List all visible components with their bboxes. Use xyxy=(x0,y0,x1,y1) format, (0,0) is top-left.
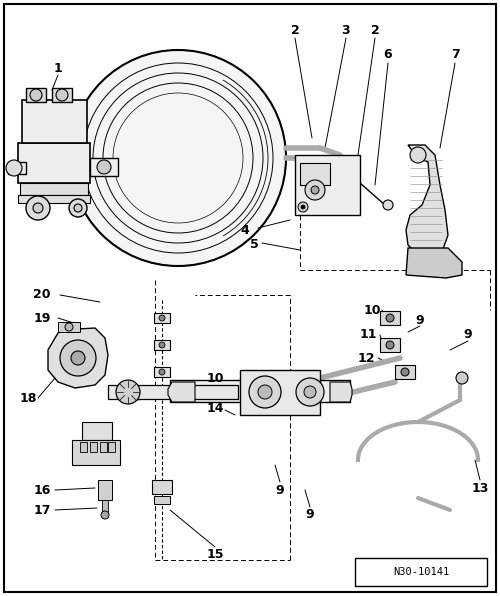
Circle shape xyxy=(311,186,319,194)
Circle shape xyxy=(258,385,272,399)
Bar xyxy=(52,88,72,102)
Circle shape xyxy=(69,199,87,217)
Bar xyxy=(152,480,172,494)
Text: 6: 6 xyxy=(384,48,392,61)
Circle shape xyxy=(298,202,308,212)
Circle shape xyxy=(383,200,393,210)
Bar xyxy=(295,155,360,215)
Text: 7: 7 xyxy=(450,48,460,61)
Circle shape xyxy=(159,342,165,348)
Circle shape xyxy=(410,147,426,163)
Bar xyxy=(82,422,112,440)
Bar xyxy=(90,442,97,452)
Bar xyxy=(72,440,120,465)
Bar xyxy=(355,558,487,586)
Text: N30-10141: N30-10141 xyxy=(393,567,449,577)
Polygon shape xyxy=(48,328,108,388)
Text: 1: 1 xyxy=(54,61,62,74)
Circle shape xyxy=(6,160,22,176)
Text: 19: 19 xyxy=(34,312,50,324)
Circle shape xyxy=(305,180,325,200)
Bar xyxy=(58,322,80,332)
Circle shape xyxy=(101,511,109,519)
Circle shape xyxy=(60,340,96,376)
Circle shape xyxy=(386,314,394,322)
Circle shape xyxy=(304,386,316,398)
Circle shape xyxy=(97,160,111,174)
Bar xyxy=(80,442,87,452)
Bar xyxy=(300,163,330,185)
Text: 5: 5 xyxy=(250,238,258,252)
Bar xyxy=(100,442,107,452)
Circle shape xyxy=(159,369,165,375)
Circle shape xyxy=(70,50,286,266)
Bar xyxy=(22,100,87,143)
Text: 9: 9 xyxy=(276,483,284,496)
Text: 16: 16 xyxy=(34,483,50,496)
Bar xyxy=(154,496,170,504)
Text: 12: 12 xyxy=(357,352,375,365)
Bar xyxy=(108,385,238,399)
Bar xyxy=(102,500,108,514)
Bar xyxy=(108,442,115,452)
Text: 15: 15 xyxy=(206,548,224,561)
Bar xyxy=(240,370,320,415)
Text: 9: 9 xyxy=(416,313,424,327)
Bar xyxy=(18,143,90,183)
Polygon shape xyxy=(168,382,195,402)
Bar xyxy=(395,365,415,379)
Circle shape xyxy=(386,341,394,349)
Bar xyxy=(26,88,46,102)
Circle shape xyxy=(71,351,85,365)
Circle shape xyxy=(296,378,324,406)
Text: 17: 17 xyxy=(33,504,51,517)
Bar xyxy=(8,162,26,174)
Text: 2: 2 xyxy=(290,23,300,36)
Text: 9: 9 xyxy=(306,508,314,522)
Circle shape xyxy=(249,376,281,408)
Bar xyxy=(154,340,170,350)
Text: 2: 2 xyxy=(370,23,380,36)
Circle shape xyxy=(116,380,140,404)
Text: 10: 10 xyxy=(363,303,381,316)
Bar xyxy=(154,367,170,377)
Bar xyxy=(380,338,400,352)
Circle shape xyxy=(30,89,42,101)
Text: 3: 3 xyxy=(342,23,350,36)
Polygon shape xyxy=(406,145,448,258)
Text: 9: 9 xyxy=(464,328,472,342)
Circle shape xyxy=(56,89,68,101)
Bar xyxy=(154,313,170,323)
Text: 18: 18 xyxy=(20,392,36,405)
Text: 13: 13 xyxy=(472,482,488,495)
Bar xyxy=(170,380,350,402)
Bar xyxy=(98,480,112,500)
Circle shape xyxy=(33,203,43,213)
Text: 14: 14 xyxy=(206,402,224,414)
Bar xyxy=(18,195,90,203)
Text: 10: 10 xyxy=(206,371,224,384)
Bar xyxy=(380,311,400,325)
Polygon shape xyxy=(330,382,352,402)
Text: 4: 4 xyxy=(240,224,250,237)
Bar xyxy=(90,158,118,176)
Circle shape xyxy=(159,315,165,321)
Text: 11: 11 xyxy=(359,328,377,342)
Bar xyxy=(20,183,88,195)
Text: 20: 20 xyxy=(33,288,51,302)
Circle shape xyxy=(65,323,73,331)
Circle shape xyxy=(301,205,305,209)
Circle shape xyxy=(74,204,82,212)
Polygon shape xyxy=(406,248,462,278)
Circle shape xyxy=(401,368,409,376)
Circle shape xyxy=(456,372,468,384)
Circle shape xyxy=(26,196,50,220)
